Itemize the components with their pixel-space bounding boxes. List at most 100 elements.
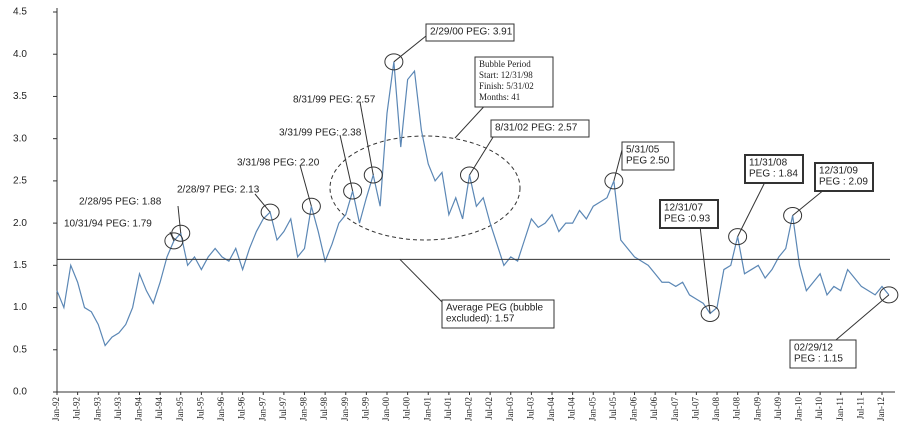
y-tick-label: 1.5: [13, 260, 27, 271]
annotation-circle: [460, 166, 479, 184]
x-tick-label: Jul-08: [732, 397, 742, 420]
annotation-pointer: [254, 193, 271, 213]
annotation-text: 5/31/05: [626, 145, 660, 156]
x-tick-label: Jul-98: [319, 397, 329, 420]
annotation-box: [621, 141, 675, 171]
x-tick-label: Jan-01: [422, 397, 432, 421]
x-tick-label: Jan-07: [670, 397, 680, 421]
average-pointer: [399, 259, 446, 306]
annotation-text: 2/29/00 PEG: 3.91: [430, 27, 513, 38]
x-tick-label: Jan-00: [381, 397, 391, 421]
x-tick-label: Jan-10: [794, 397, 804, 421]
x-tick-label: Jan-96: [216, 397, 226, 421]
annotation-text: 02/29/12: [794, 343, 833, 354]
annotation-pointer: [299, 164, 312, 207]
annotation-pointer: [469, 133, 496, 176]
x-tick-label: Jan-08: [711, 397, 721, 421]
bubble-ellipse: [329, 135, 521, 241]
y-tick-label: 1.0: [13, 302, 27, 313]
y-tick-label: 4.5: [13, 7, 27, 18]
annotation-text: 8/31/02 PEG: 2.57: [495, 123, 578, 134]
annotation-text: PEG : 1.84: [749, 169, 798, 180]
x-tick-label: Jan-05: [587, 397, 597, 421]
bubble-label-text: Bubble Period: [479, 59, 531, 69]
y-tick-label: 4.0: [13, 49, 27, 60]
bubble-label-text: Months: 41: [479, 92, 520, 102]
x-tick-label: Jan-04: [546, 397, 556, 421]
annotation-text: 3/31/98 PEG: 2.20: [237, 158, 320, 169]
y-tick-label: 0.0: [13, 387, 27, 398]
x-tick-label: Jul-05: [608, 397, 618, 420]
x-tick-label: Jul-93: [113, 397, 123, 420]
x-tick-label: Jul-95: [195, 397, 205, 420]
x-tick-label: Jul-92: [72, 397, 82, 420]
y-tick-label: 2.5: [13, 176, 27, 187]
x-tick-label: Jul-03: [525, 397, 535, 420]
annotation-circle: [879, 286, 899, 304]
x-tick-label: Jul-10: [814, 397, 824, 420]
y-tick-label: 2.0: [13, 218, 27, 229]
x-tick-label: Jul-06: [649, 397, 659, 420]
average-label-text: Average PEG (bubble: [446, 303, 544, 314]
annotation-text: PEG : 1.15: [794, 354, 843, 365]
annotation-pointer: [613, 149, 623, 182]
annotation-box: [490, 119, 590, 138]
x-tick-label: Jan-97: [257, 397, 267, 421]
x-tick-label: Jul-07: [690, 397, 700, 420]
x-tick-label: Jul-96: [237, 397, 247, 420]
annotation-text: 12/31/09: [819, 166, 858, 177]
annotation-box: [789, 339, 857, 369]
annotation-circle: [343, 182, 363, 200]
annotation-circle: [260, 203, 280, 221]
annotation-text: PEG :0.93: [664, 214, 711, 225]
x-tick-label: Jul-09: [773, 397, 783, 420]
annotation-pointer: [829, 294, 890, 346]
bubble-label-text: Start: 12/31/98: [479, 70, 533, 80]
x-tick-label: Jul-04: [567, 397, 577, 420]
annotation-circle: [728, 228, 748, 246]
x-tick-label: Jul-97: [278, 397, 288, 420]
annotation-pointer: [393, 35, 427, 63]
annotation-text: PEG : 2.09: [819, 177, 868, 188]
annotation-text: 2/28/97 PEG: 2.13: [177, 185, 260, 196]
x-tick-label: Jan-06: [629, 397, 639, 421]
annotation-text: 2/28/95 PEG: 1.88: [79, 197, 162, 208]
annotation-text: PEG 2.50: [626, 156, 670, 167]
annotation-pointer: [359, 101, 374, 176]
annotation-box: [425, 23, 515, 42]
x-tick-label: Jan-92: [51, 397, 61, 421]
x-tick-label: Jan-94: [134, 397, 144, 421]
x-tick-label: Jul-11: [855, 397, 865, 419]
annotation-text: 3/31/99 PEG: 2.38: [279, 128, 362, 139]
annotation-box: [744, 154, 804, 184]
x-tick-label: Jul-00: [402, 397, 412, 420]
annotation-circle: [363, 166, 383, 184]
annotation-circle: [700, 304, 720, 322]
y-tick-label: 3.0: [13, 133, 27, 144]
annotation-box: [659, 199, 719, 229]
annotation-box: [814, 162, 874, 192]
y-tick-label: 3.5: [13, 91, 27, 102]
x-tick-label: Jul-99: [360, 397, 370, 420]
bubble-label-text: Finish: 5/31/02: [479, 81, 534, 91]
annotation-pointer: [339, 134, 354, 192]
annotation-circle: [604, 172, 624, 190]
x-tick-label: Jan-03: [505, 397, 515, 421]
annotation-circle: [783, 207, 803, 225]
x-tick-label: Jul-02: [484, 397, 494, 420]
x-tick-label: Jul-01: [443, 397, 453, 420]
annotation-circle: [171, 224, 191, 242]
x-tick-label: Jan-12: [876, 397, 886, 421]
bubble-label-box: [474, 56, 554, 108]
annotation-text: 10/31/94 PEG: 1.79: [64, 219, 152, 230]
x-tick-label: Jan-11: [835, 397, 845, 421]
annotation-text: 11/31/08: [749, 158, 788, 169]
x-tick-label: Jan-95: [175, 397, 185, 421]
annotation-circle: [384, 53, 404, 71]
annotation-pointer: [177, 205, 182, 234]
annotation-pointer: [737, 181, 766, 237]
x-tick-label: Jan-98: [299, 397, 309, 421]
annotation-pointer: [792, 188, 826, 216]
annotation-text: 12/31/07: [664, 203, 703, 214]
